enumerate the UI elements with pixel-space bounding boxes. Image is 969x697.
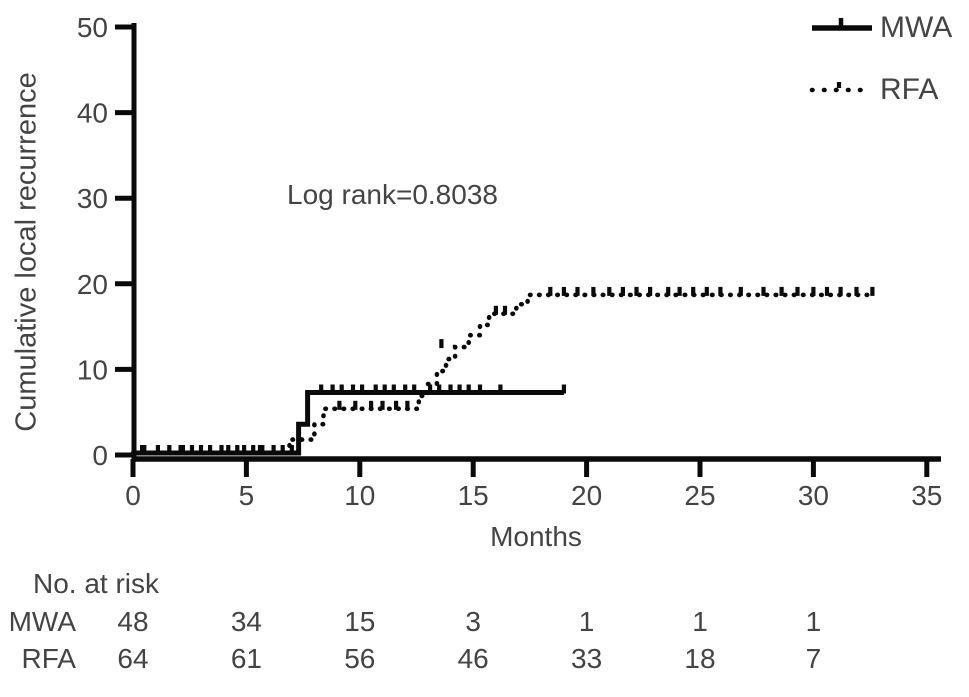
risk-value: 48: [117, 606, 149, 637]
risk-value: 64: [117, 643, 149, 674]
risk-value: 1: [692, 606, 708, 637]
svg-text:10: 10: [344, 480, 375, 511]
svg-text:0: 0: [92, 440, 108, 471]
svg-text:25: 25: [684, 480, 715, 511]
svg-text:30: 30: [798, 480, 829, 511]
risk-row-label: MWA: [8, 606, 76, 637]
risk-table-title: No. at risk: [33, 568, 160, 599]
risk-value: 15: [344, 606, 376, 637]
rfa-curve: [130, 292, 875, 456]
x-axis: 0 5 10 15 20 25 30 35: [125, 456, 942, 511]
risk-value: 33: [571, 643, 603, 674]
risk-value: 61: [230, 643, 262, 674]
x-axis-title: Months: [490, 521, 582, 552]
svg-text:20: 20: [571, 480, 602, 511]
mwa-censor-marks: [142, 384, 567, 454]
risk-value: 46: [457, 643, 489, 674]
legend-sample-rfa: [809, 82, 875, 93]
risk-value: 1: [578, 606, 595, 637]
legend-label-mwa: MWA: [880, 11, 953, 44]
svg-text:30: 30: [77, 183, 108, 214]
svg-text:5: 5: [239, 480, 255, 511]
risk-value: 34: [230, 606, 262, 637]
log-rank-annotation: Log rank=0.8038: [287, 179, 498, 210]
risk-value: 56: [344, 643, 376, 674]
risk-row-rfa: RFA 64 61 56 46 33 18 7: [0, 642, 969, 676]
svg-text:20: 20: [77, 269, 108, 300]
y-axis-title: Cumulative local recurrence: [10, 72, 43, 432]
mwa-curve: [133, 390, 564, 456]
svg-text:40: 40: [77, 98, 108, 129]
risk-value: 7: [805, 643, 822, 674]
svg-text:35: 35: [911, 480, 942, 511]
rfa-censor-marks: [140, 286, 875, 454]
risk-row-label: RFA: [21, 643, 76, 674]
legend-label-rfa: RFA: [880, 73, 939, 106]
legend-sample-mwa: [812, 18, 872, 31]
risk-value: 3: [465, 606, 481, 637]
svg-text:10: 10: [77, 354, 108, 385]
y-axis: 0 10 20 30 40 50: [77, 12, 137, 471]
risk-value: 1: [805, 606, 822, 637]
risk-value: 18: [684, 643, 716, 674]
svg-text:0: 0: [125, 480, 141, 511]
svg-text:15: 15: [458, 480, 489, 511]
svg-text:50: 50: [77, 12, 108, 43]
risk-row-mwa: MWA 48 34 15 3 1 1 1: [0, 605, 969, 639]
